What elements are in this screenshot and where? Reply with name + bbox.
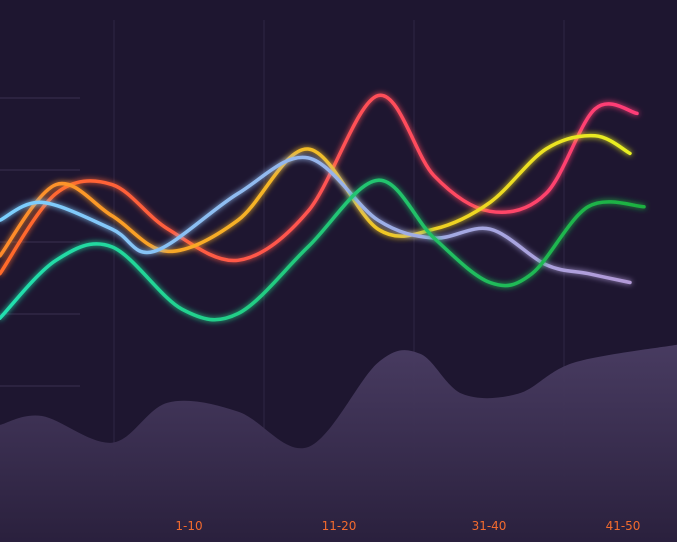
series-lines bbox=[0, 93, 646, 322]
series-line-4 bbox=[0, 178, 646, 322]
x-tick-label-3: 31-40 bbox=[472, 519, 507, 533]
background-area bbox=[0, 344, 677, 542]
series-line-2 bbox=[0, 133, 632, 258]
x-tick-label-4: 41-50 bbox=[606, 519, 641, 533]
x-tick-label-2: 11-20 bbox=[322, 519, 357, 533]
series-line-3 bbox=[0, 155, 632, 285]
x-axis-ticks: 1-10 11-20 31-40 41-50 bbox=[175, 519, 640, 533]
series-line-1 bbox=[0, 93, 639, 276]
x-tick-label-1: 1-10 bbox=[175, 519, 202, 533]
